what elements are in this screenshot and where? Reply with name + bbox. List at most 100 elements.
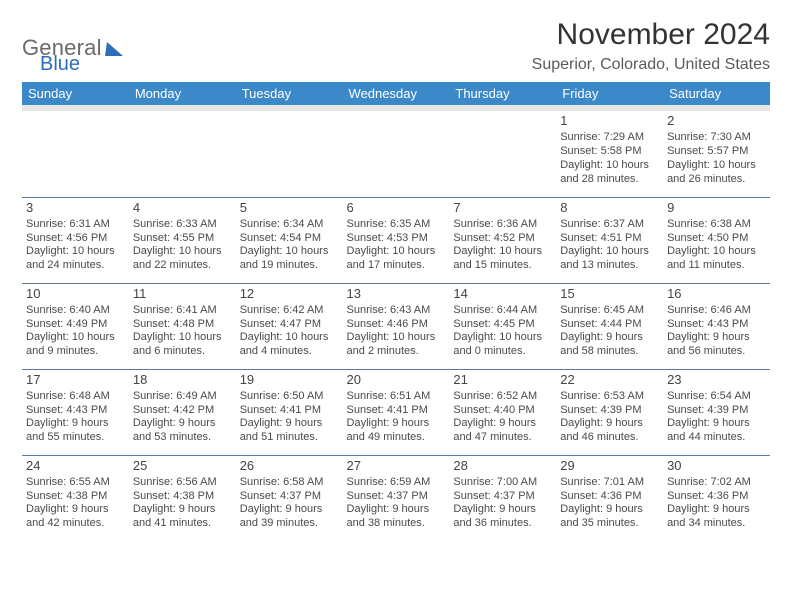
sunset-text: Sunset: 4:36 PM <box>560 490 659 504</box>
day-info: Sunrise: 6:49 AMSunset: 4:42 PMDaylight:… <box>133 390 232 445</box>
sunset-text: Sunset: 4:38 PM <box>133 490 232 504</box>
week-row: 24Sunrise: 6:55 AMSunset: 4:38 PMDayligh… <box>22 455 770 541</box>
sunset-text: Sunset: 4:41 PM <box>347 404 446 418</box>
day-cell: 30Sunrise: 7:02 AMSunset: 4:36 PMDayligh… <box>663 455 770 541</box>
day-cell: 10 Sunrise: 6:40 AMSunset: 4:49 PMDayligh… <box>22 283 129 369</box>
day-info: Sunrise: 7:00 AMSunset: 4:37 PMDaylight:… <box>453 476 552 531</box>
daylight-text: Daylight: 10 hours and 6 minutes. <box>133 331 232 359</box>
sunset-text: Sunset: 4:37 PM <box>240 490 339 504</box>
day-number: 17 <box>26 372 125 388</box>
day-info: Sunrise: 6:41 AMSunset: 4:48 PMDaylight:… <box>133 304 232 359</box>
daylight-text: Daylight: 10 hours and 24 minutes. <box>26 245 125 273</box>
day-cell: 23Sunrise: 6:54 AMSunset: 4:39 PMDayligh… <box>663 369 770 455</box>
day-number: 7 <box>453 200 552 216</box>
day-number: 12 <box>240 286 339 302</box>
day-cell: 1Sunrise: 7:29 AMSunset: 5:58 PMDaylight… <box>556 111 663 197</box>
logo: General Blue <box>22 34 124 74</box>
sunset-text: Sunset: 4:37 PM <box>347 490 446 504</box>
sunrise-text: Sunrise: 6:33 AM <box>133 218 232 232</box>
daylight-text: Daylight: 9 hours and 51 minutes. <box>240 417 339 445</box>
logo-sail-icon <box>105 42 125 56</box>
week-row: 10 Sunrise: 6:40 AMSunset: 4:49 PMDayligh… <box>22 283 770 369</box>
day-info: Sunrise: 6:43 AMSunset: 4:46 PMDaylight:… <box>347 304 446 359</box>
day-info: Sunrise: 6:44 AMSunset: 4:45 PMDaylight:… <box>453 304 552 359</box>
weekday-header: Monday <box>129 82 236 105</box>
sunset-text: Sunset: 4:56 PM <box>26 232 125 246</box>
day-number: 29 <box>560 458 659 474</box>
day-info: Sunrise: 6:46 AMSunset: 4:43 PMDaylight:… <box>667 304 766 359</box>
daylight-text: Daylight: 9 hours and 46 minutes. <box>560 417 659 445</box>
day-number: 21 <box>453 372 552 388</box>
sunset-text: Sunset: 4:42 PM <box>133 404 232 418</box>
day-cell: 29 Sunrise: 7:01 AMSunset: 4:36 PMDayligh… <box>556 455 663 541</box>
day-cell: 15Sunrise: 6:45 AMSunset: 4:44 PMDayligh… <box>556 283 663 369</box>
sunrise-text: Sunrise: 6:44 AM <box>453 304 552 318</box>
day-cell: 25Sunrise: 6:56 AMSunset: 4:38 PMDayligh… <box>129 455 236 541</box>
day-number: 27 <box>347 458 446 474</box>
daylight-text: Daylight: 10 hours and 19 minutes. <box>240 245 339 273</box>
sunset-text: Sunset: 4:43 PM <box>667 318 766 332</box>
day-number: 14 <box>453 286 552 302</box>
weekday-header: Wednesday <box>343 82 450 105</box>
day-cell <box>343 111 450 197</box>
sunrise-text: Sunrise: 6:52 AM <box>453 390 552 404</box>
month-title: November 2024 <box>532 18 770 52</box>
sunset-text: Sunset: 4:40 PM <box>453 404 552 418</box>
day-cell: 7Sunrise: 6:36 AMSunset: 4:52 PMDaylight… <box>449 197 556 283</box>
sunset-text: Sunset: 4:44 PM <box>560 318 659 332</box>
day-cell: 2Sunrise: 7:30 AMSunset: 5:57 PMDaylight… <box>663 111 770 197</box>
daylight-text: Daylight: 9 hours and 55 minutes. <box>26 417 125 445</box>
day-info: Sunrise: 6:40 AMSunset: 4:49 PMDaylight:… <box>26 304 125 359</box>
day-cell: 26Sunrise: 6:58 AMSunset: 4:37 PMDayligh… <box>236 455 343 541</box>
day-cell <box>236 111 343 197</box>
daylight-text: Daylight: 9 hours and 53 minutes. <box>133 417 232 445</box>
day-number: 6 <box>347 200 446 216</box>
weekday-header: Thursday <box>449 82 556 105</box>
sunrise-text: Sunrise: 6:37 AM <box>560 218 659 232</box>
day-info: Sunrise: 6:58 AMSunset: 4:37 PMDaylight:… <box>240 476 339 531</box>
daylight-text: Daylight: 10 hours and 11 minutes. <box>667 245 766 273</box>
weekday-header: Sunday <box>22 82 129 105</box>
day-number: 28 <box>453 458 552 474</box>
sunrise-text: Sunrise: 6:48 AM <box>26 390 125 404</box>
sunset-text: Sunset: 4:38 PM <box>26 490 125 504</box>
daylight-text: Daylight: 10 hours and 17 minutes. <box>347 245 446 273</box>
sunset-text: Sunset: 4:37 PM <box>453 490 552 504</box>
day-cell: 5Sunrise: 6:34 AMSunset: 4:54 PMDaylight… <box>236 197 343 283</box>
daylight-text: Daylight: 10 hours and 2 minutes. <box>347 331 446 359</box>
sunrise-text: Sunrise: 6:59 AM <box>347 476 446 490</box>
daylight-text: Daylight: 10 hours and 9 minutes. <box>26 331 125 359</box>
day-info: Sunrise: 6:56 AMSunset: 4:38 PMDaylight:… <box>133 476 232 531</box>
day-number: 10 <box>26 286 125 302</box>
daylight-text: Daylight: 9 hours and 36 minutes. <box>453 503 552 531</box>
day-cell: 6Sunrise: 6:35 AMSunset: 4:53 PMDaylight… <box>343 197 450 283</box>
sunrise-text: Sunrise: 6:42 AM <box>240 304 339 318</box>
sunset-text: Sunset: 4:50 PM <box>667 232 766 246</box>
sunrise-text: Sunrise: 6:41 AM <box>133 304 232 318</box>
sunrise-text: Sunrise: 7:30 AM <box>667 131 766 145</box>
day-info: Sunrise: 7:01 AMSunset: 4:36 PMDaylight:… <box>560 476 659 531</box>
sunset-text: Sunset: 4:49 PM <box>26 318 125 332</box>
sunrise-text: Sunrise: 6:56 AM <box>133 476 232 490</box>
day-info: Sunrise: 6:42 AMSunset: 4:47 PMDaylight:… <box>240 304 339 359</box>
daylight-text: Daylight: 10 hours and 4 minutes. <box>240 331 339 359</box>
daylight-text: Daylight: 9 hours and 42 minutes. <box>26 503 125 531</box>
day-cell: 20Sunrise: 6:51 AMSunset: 4:41 PMDayligh… <box>343 369 450 455</box>
daylight-text: Daylight: 9 hours and 38 minutes. <box>347 503 446 531</box>
sunrise-text: Sunrise: 7:01 AM <box>560 476 659 490</box>
day-cell: 14 Sunrise: 6:44 AMSunset: 4:45 PMDayligh… <box>449 283 556 369</box>
weekday-header: Saturday <box>663 82 770 105</box>
day-info: Sunrise: 6:53 AMSunset: 4:39 PMDaylight:… <box>560 390 659 445</box>
calendar-page: General Blue November 2024 Superior, Col… <box>0 0 792 551</box>
sunrise-text: Sunrise: 6:58 AM <box>240 476 339 490</box>
sunset-text: Sunset: 4:55 PM <box>133 232 232 246</box>
sunrise-text: Sunrise: 6:50 AM <box>240 390 339 404</box>
day-info: Sunrise: 6:34 AMSunset: 4:54 PMDaylight:… <box>240 218 339 273</box>
sunset-text: Sunset: 4:52 PM <box>453 232 552 246</box>
day-number: 8 <box>560 200 659 216</box>
day-cell: 3Sunrise: 6:31 AMSunset: 4:56 PMDaylight… <box>22 197 129 283</box>
day-info: Sunrise: 6:45 AMSunset: 4:44 PMDaylight:… <box>560 304 659 359</box>
day-number: 19 <box>240 372 339 388</box>
sunrise-text: Sunrise: 7:29 AM <box>560 131 659 145</box>
sunset-text: Sunset: 4:41 PM <box>240 404 339 418</box>
